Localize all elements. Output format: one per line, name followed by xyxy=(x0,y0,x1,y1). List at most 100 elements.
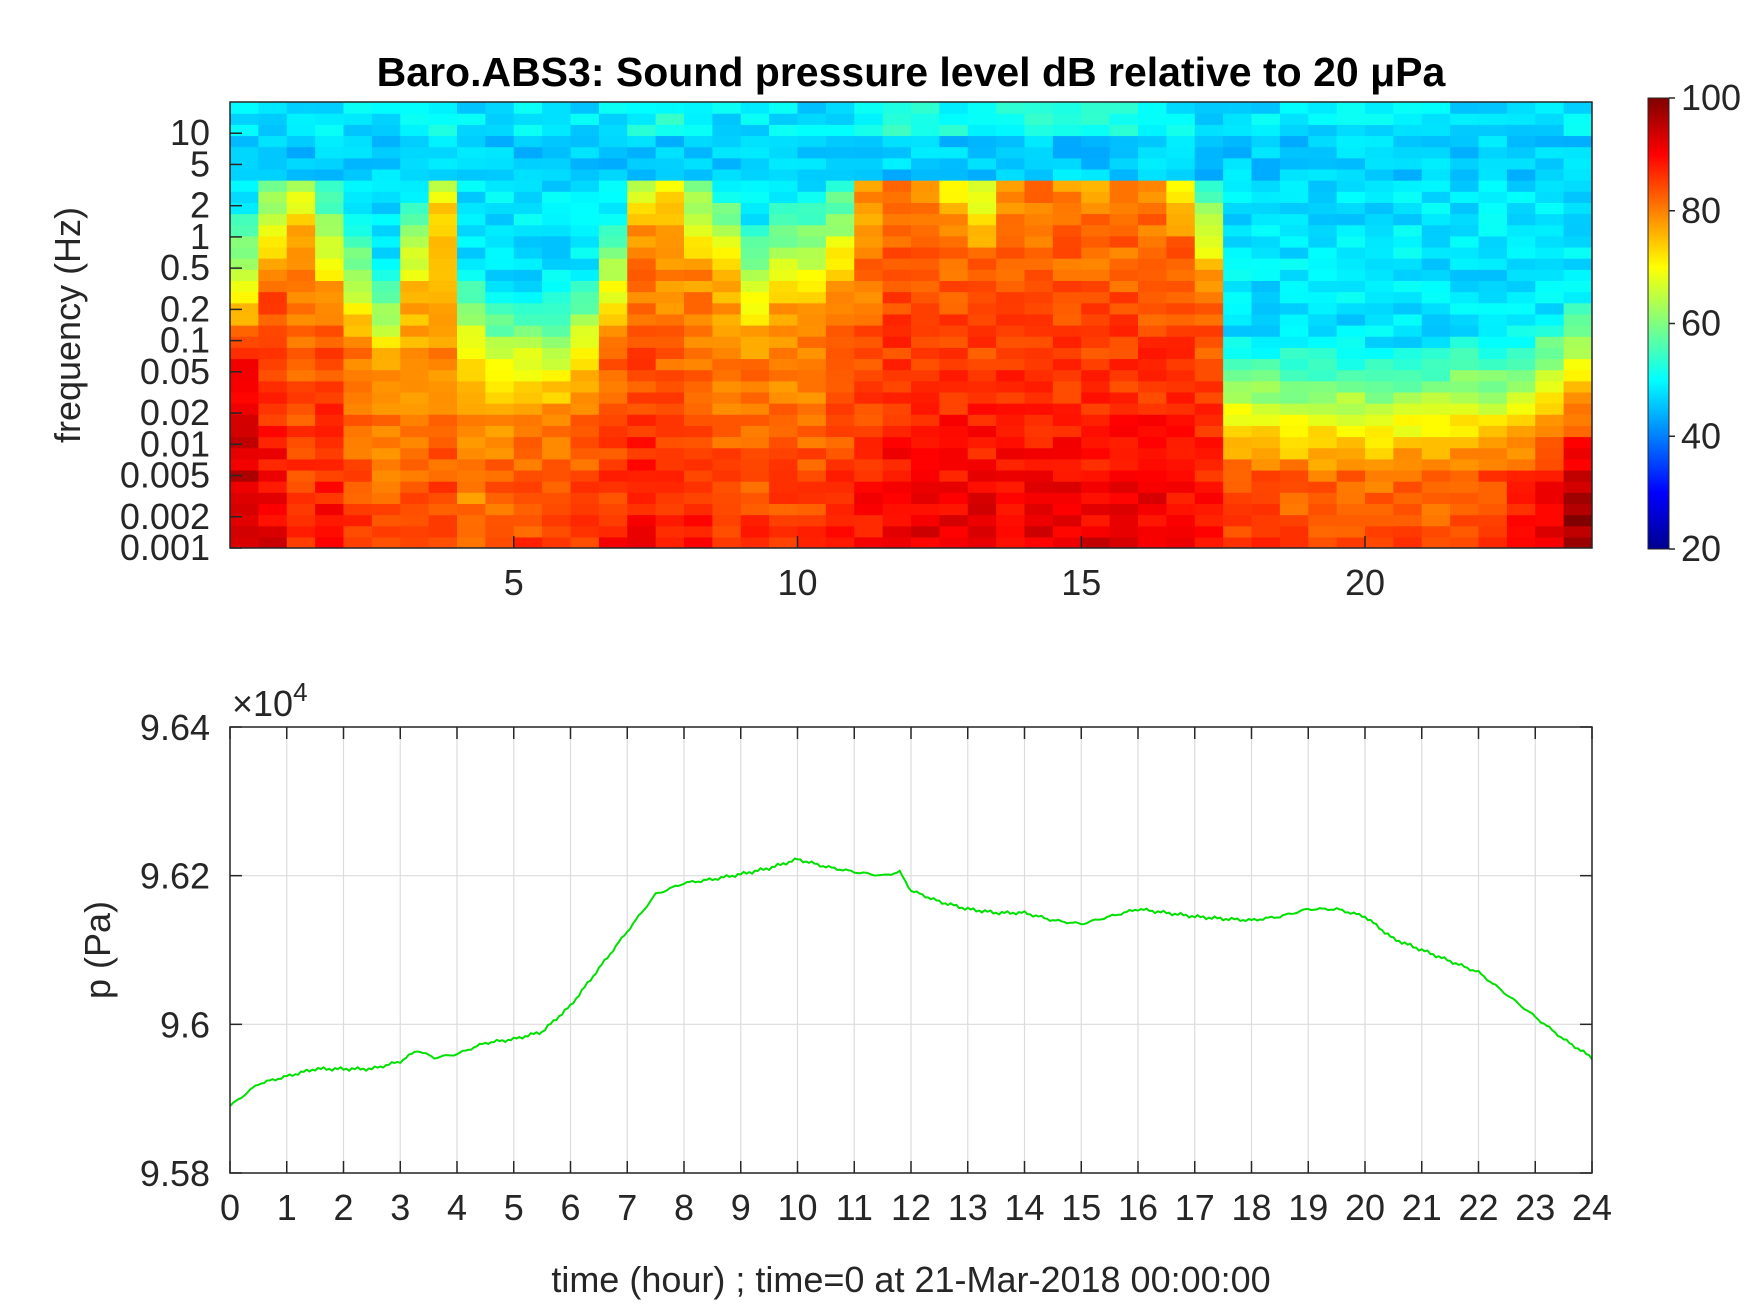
heatmap-cell xyxy=(400,458,430,471)
heatmap-cell xyxy=(996,536,1026,548)
heatmap-cell xyxy=(1138,113,1167,125)
heatmap-cell xyxy=(513,168,543,181)
heatmap-cell xyxy=(1166,514,1196,527)
heatmap-cell xyxy=(655,369,685,382)
heatmap-cell xyxy=(570,246,600,259)
heatmap-cell xyxy=(797,102,827,114)
heatmap-cell xyxy=(854,414,884,426)
spectrogram-title: Baro.ABS3: Sound pressure level dB relat… xyxy=(377,49,1447,95)
heatmap-cell xyxy=(1223,291,1253,304)
heatmap-cell xyxy=(1308,425,1338,438)
heatmap-cell xyxy=(627,391,657,404)
heatmap-cell xyxy=(911,202,940,215)
heatmap-cell xyxy=(655,180,685,192)
heatmap-cell xyxy=(797,369,827,382)
heatmap-cell xyxy=(1450,102,1480,114)
heatmap-cell xyxy=(400,403,430,415)
heatmap-cell xyxy=(1450,246,1480,259)
heatmap-cell xyxy=(1251,202,1281,215)
heatmap-cell xyxy=(712,157,742,170)
heatmap-cell xyxy=(343,113,373,125)
heatmap-cell xyxy=(570,469,600,482)
y-tick-label: 0.001 xyxy=(120,527,210,568)
heatmap-cell xyxy=(740,447,770,460)
heatmap-cell xyxy=(655,514,685,527)
heatmap-cell xyxy=(1506,481,1536,493)
heatmap-cell xyxy=(315,358,345,371)
heatmap-cell xyxy=(627,369,657,382)
heatmap-cell xyxy=(1365,391,1394,404)
heatmap-cell xyxy=(598,269,628,281)
y-exponent-base: ×10 xyxy=(232,683,293,724)
heatmap-cell xyxy=(882,157,912,170)
heatmap-cell xyxy=(1251,336,1281,348)
heatmap-cell xyxy=(1166,135,1196,148)
heatmap-cell xyxy=(371,157,401,170)
heatmap-cell xyxy=(1563,425,1592,438)
heatmap-cell xyxy=(1535,135,1565,148)
heatmap-cell xyxy=(1336,403,1366,415)
heatmap-cell xyxy=(1138,213,1167,226)
heatmap-cell xyxy=(882,436,912,449)
heatmap-cell xyxy=(1279,280,1309,293)
heatmap-cell xyxy=(712,458,742,471)
heatmap-cell xyxy=(1194,358,1224,371)
heatmap-cell xyxy=(1365,458,1394,471)
heatmap-cell xyxy=(570,202,600,215)
heatmap-cell xyxy=(343,124,373,137)
heatmap-cell xyxy=(1336,369,1366,382)
heatmap-cell xyxy=(911,336,940,348)
heatmap-cell xyxy=(230,447,259,460)
heatmap-cell xyxy=(428,447,458,460)
heatmap-cell xyxy=(939,425,969,438)
heatmap-cell xyxy=(740,325,770,337)
heatmap-cell xyxy=(1336,436,1366,449)
heatmap-cell xyxy=(854,280,884,293)
heatmap-cell xyxy=(457,213,486,226)
heatmap-cell xyxy=(343,269,373,281)
heatmap-cell xyxy=(854,269,884,281)
heatmap-cell xyxy=(1308,113,1338,125)
heatmap-cell xyxy=(1365,503,1394,516)
heatmap-cell xyxy=(1365,403,1394,415)
colorbar-tick-label: 100 xyxy=(1681,77,1741,118)
heatmap-cell xyxy=(400,325,430,337)
heatmap-cell xyxy=(882,325,912,337)
heatmap-cell xyxy=(1450,403,1480,415)
heatmap-cell xyxy=(684,180,713,192)
heatmap-cell xyxy=(542,536,572,548)
heatmap-cell xyxy=(1450,369,1480,382)
heatmap-cell xyxy=(967,291,997,304)
heatmap-cell xyxy=(684,246,713,259)
heatmap-cell xyxy=(627,168,657,181)
heatmap-cell xyxy=(1166,380,1196,393)
heatmap-cell xyxy=(684,403,713,415)
heatmap-cell xyxy=(343,224,373,237)
heatmap-cell xyxy=(1506,202,1536,215)
heatmap-cell xyxy=(1223,414,1253,426)
heatmap-cell xyxy=(1365,425,1394,438)
heatmap-cell xyxy=(258,536,288,548)
heatmap-cell xyxy=(655,235,685,248)
heatmap-cell xyxy=(1194,391,1224,404)
heatmap-cell xyxy=(655,168,685,181)
heatmap-cell xyxy=(315,447,345,460)
heatmap-cell xyxy=(740,302,770,315)
heatmap-cell xyxy=(1308,380,1338,393)
heatmap-cell xyxy=(1138,336,1167,348)
heatmap-cell xyxy=(1535,202,1565,215)
heatmap-cell xyxy=(315,525,345,538)
heatmap-cell xyxy=(428,280,458,293)
heatmap-cell xyxy=(627,146,657,159)
heatmap-cell xyxy=(457,235,486,248)
heatmap-cell xyxy=(1535,235,1565,248)
heatmap-cell xyxy=(967,481,997,493)
heatmap-cell xyxy=(854,358,884,371)
heatmap-cell xyxy=(1081,269,1111,281)
heatmap-cell xyxy=(712,492,742,504)
heatmap-cell xyxy=(258,157,288,170)
heatmap-cell xyxy=(1365,336,1394,348)
heatmap-cell xyxy=(570,235,600,248)
heatmap-cell xyxy=(1279,425,1309,438)
heatmap-cell xyxy=(825,525,855,538)
